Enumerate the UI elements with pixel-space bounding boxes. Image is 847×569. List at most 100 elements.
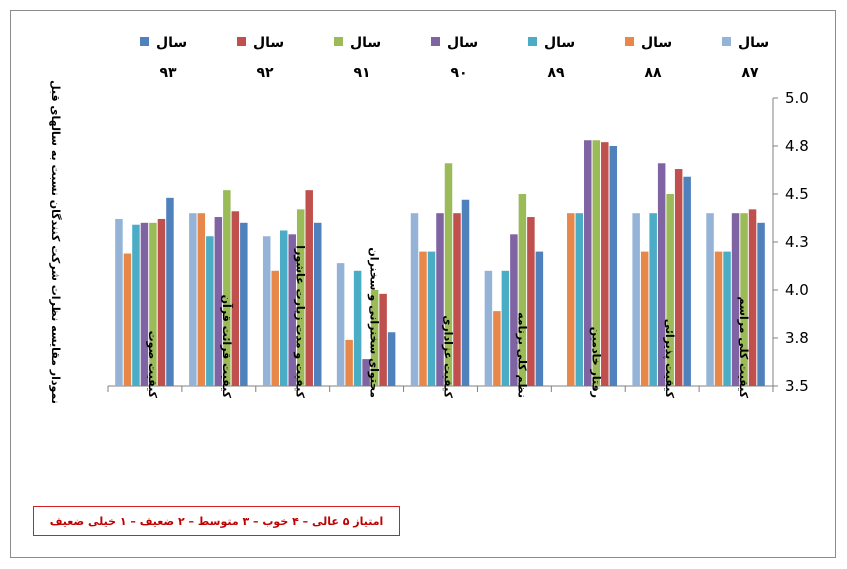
bar: [305, 190, 313, 386]
legend-label-word: سال: [738, 35, 769, 51]
bar: [748, 209, 757, 386]
bar: [740, 213, 748, 386]
bar: [214, 217, 223, 386]
bar: [419, 251, 427, 386]
bar: [714, 251, 723, 386]
category-label: کیفیت پذیرائی: [663, 319, 676, 399]
y-tick-label: 3.8: [785, 329, 809, 347]
bar: [197, 213, 206, 386]
rating-scale-text: امتیاز ۵ عالی – ۴ خوب – ۳ متوسط – ۲ ضعیف…: [49, 514, 384, 528]
bar: [140, 222, 149, 386]
bar: [132, 224, 140, 386]
category-label: کیفیت صوت: [146, 331, 159, 399]
legend-label-number: ۹۳: [159, 65, 177, 81]
bar: [567, 213, 575, 386]
bar: [271, 270, 279, 386]
legend-label-number: ۸۹: [547, 65, 565, 81]
bar: [379, 293, 387, 386]
bar: [206, 236, 214, 386]
chart-frame: [10, 10, 836, 558]
bar: [535, 251, 544, 386]
bar: [632, 213, 640, 386]
y-tick-label: 3.5: [785, 377, 809, 395]
legend-swatch: [528, 37, 537, 46]
legend-swatch: [431, 37, 440, 46]
bar: [584, 140, 592, 386]
y-axis-title: نمودار مقایسه نظرات شرکت کنندگان نسبت به…: [49, 80, 62, 404]
category-label: نظم کلی برنامه: [515, 312, 528, 398]
bar: [518, 194, 527, 386]
category-label: کیفیت عزاداری: [442, 315, 455, 398]
legend-label-number: ۹۰: [450, 65, 467, 81]
bar: [345, 339, 353, 386]
bar: [231, 211, 240, 386]
bar: [410, 213, 419, 386]
bar: [166, 197, 174, 386]
bar: [723, 251, 731, 386]
bar: [601, 142, 609, 386]
bar: [288, 234, 296, 386]
bar: [436, 213, 444, 386]
legend-swatch: [334, 37, 343, 46]
bar: [649, 213, 657, 386]
y-tick-label: 4.8: [785, 137, 809, 155]
legend-swatch: [722, 37, 731, 46]
bar: [609, 146, 618, 386]
bar: [592, 140, 601, 386]
bar: [657, 163, 666, 386]
bar: [731, 213, 740, 386]
bar: [240, 222, 248, 386]
bar: [706, 213, 714, 386]
legend-label-number: ۸۷: [741, 65, 759, 81]
y-tick-label: 5.0: [785, 89, 809, 107]
bar: [296, 209, 305, 386]
bar: [640, 251, 649, 386]
bar: [461, 199, 470, 386]
category-label: محتوای سخنرانی و سخنران: [368, 247, 381, 398]
bar: [353, 270, 362, 386]
y-tick-label: 4.5: [785, 185, 809, 203]
bar: [387, 332, 396, 386]
bar: [115, 218, 123, 386]
bar: [262, 236, 271, 386]
category-label: کیفیت کلی مراسم: [737, 297, 750, 399]
bar: [501, 270, 510, 386]
legend-label-word: سال: [544, 35, 575, 51]
bar: [362, 359, 370, 386]
bar: [493, 311, 501, 386]
bar: [484, 270, 493, 386]
bar: [527, 217, 535, 386]
bar: [444, 163, 453, 386]
legend-label-number: ۹۲: [256, 65, 274, 81]
legend-label-number: ۹۱: [353, 65, 370, 81]
category-label: رفتار خادمین: [589, 327, 602, 398]
bar: [336, 263, 345, 386]
bar: [453, 213, 461, 386]
bar: [223, 190, 231, 386]
rating-scale-note: امتیاز ۵ عالی – ۴ خوب – ۳ متوسط – ۲ ضعیف…: [33, 506, 400, 536]
legend-swatch: [140, 37, 149, 46]
bar: [666, 194, 674, 386]
y-tick-label: 4.0: [785, 281, 809, 299]
bar: [427, 251, 436, 386]
bar: [279, 230, 288, 386]
category-label: کیفیت و مدت زیارت عاشورا: [294, 245, 307, 398]
bar: [149, 222, 157, 386]
legend-label-word: سال: [447, 35, 478, 51]
bar: [313, 222, 322, 386]
legend-label-word: سال: [641, 35, 672, 51]
category-label: کیفیت قرائت قرآن: [220, 295, 234, 399]
legend-swatch: [237, 37, 246, 46]
bar: [674, 169, 683, 386]
legend-label-word: سال: [253, 35, 284, 51]
bar: [757, 222, 765, 386]
bar: [683, 176, 691, 386]
bar: [510, 234, 518, 386]
bar: [123, 253, 132, 386]
legend-label-word: سال: [350, 35, 381, 51]
legend-label-number: ۸۸: [644, 65, 662, 81]
bar: [575, 213, 584, 386]
bar: [157, 218, 166, 386]
legend-swatch: [625, 37, 634, 46]
